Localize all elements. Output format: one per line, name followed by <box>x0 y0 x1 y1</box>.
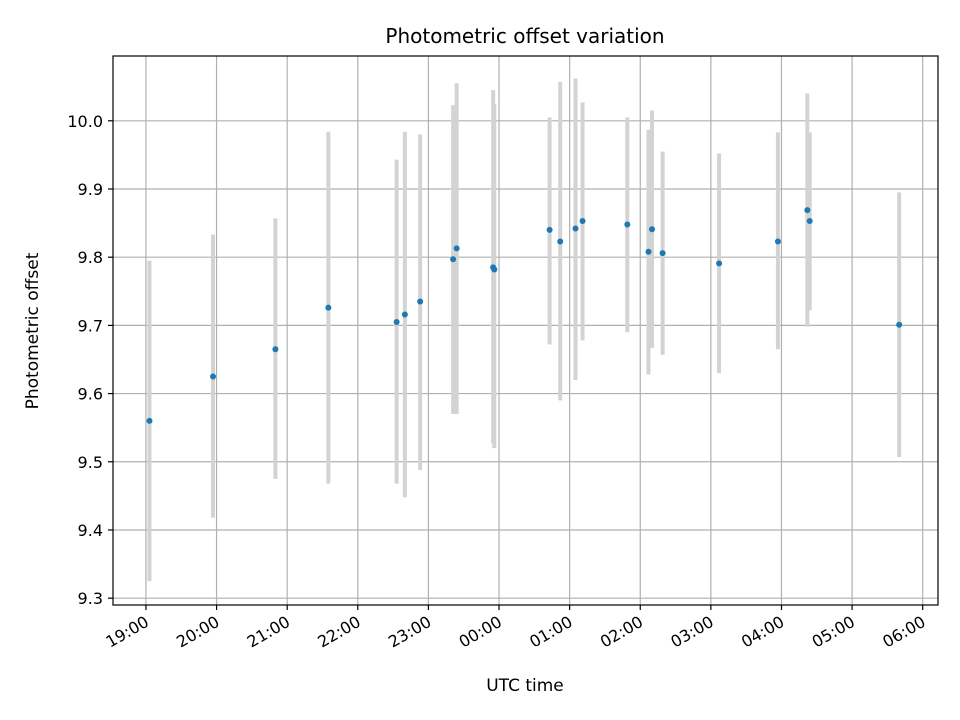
data-point <box>624 221 631 228</box>
data-point <box>659 250 666 257</box>
data-point <box>417 298 424 305</box>
y-axis-ticks: 9.3 9.4 9.5 9.6 9.7 9.8 9.9 10.0 <box>67 112 113 608</box>
data-points <box>146 207 903 424</box>
data-point <box>450 256 457 263</box>
y-tick-label: 9.8 <box>78 248 103 267</box>
data-point <box>774 238 781 245</box>
data-point <box>401 311 408 318</box>
data-point <box>716 260 723 267</box>
x-axis-title: UTC time <box>486 676 564 696</box>
data-point <box>272 346 279 353</box>
data-point <box>806 218 813 225</box>
data-point <box>645 248 652 255</box>
y-tick-label: 9.5 <box>78 453 103 472</box>
y-tick-label: 10.0 <box>67 112 103 131</box>
data-point <box>453 245 460 252</box>
y-tick-label: 9.4 <box>78 521 103 540</box>
data-point <box>896 321 903 328</box>
grid-lines <box>113 56 938 605</box>
y-tick-label: 9.6 <box>78 385 103 404</box>
data-point <box>146 417 153 424</box>
chart-title: Photometric offset variation <box>385 24 664 48</box>
y-axis-title: Photometric offset <box>23 252 43 409</box>
data-point <box>804 207 811 214</box>
y-tick-label: 9.7 <box>78 316 103 335</box>
plot-frame <box>112 55 939 606</box>
data-point <box>557 238 564 245</box>
data-point <box>579 218 586 225</box>
data-point <box>325 304 332 311</box>
data-point <box>546 226 553 233</box>
data-point <box>491 266 498 273</box>
data-point <box>393 318 400 325</box>
data-point <box>210 373 217 380</box>
y-tick-label: 9.3 <box>78 589 103 608</box>
data-point <box>572 225 579 232</box>
y-tick-label: 9.9 <box>78 180 103 199</box>
data-point <box>649 226 656 233</box>
